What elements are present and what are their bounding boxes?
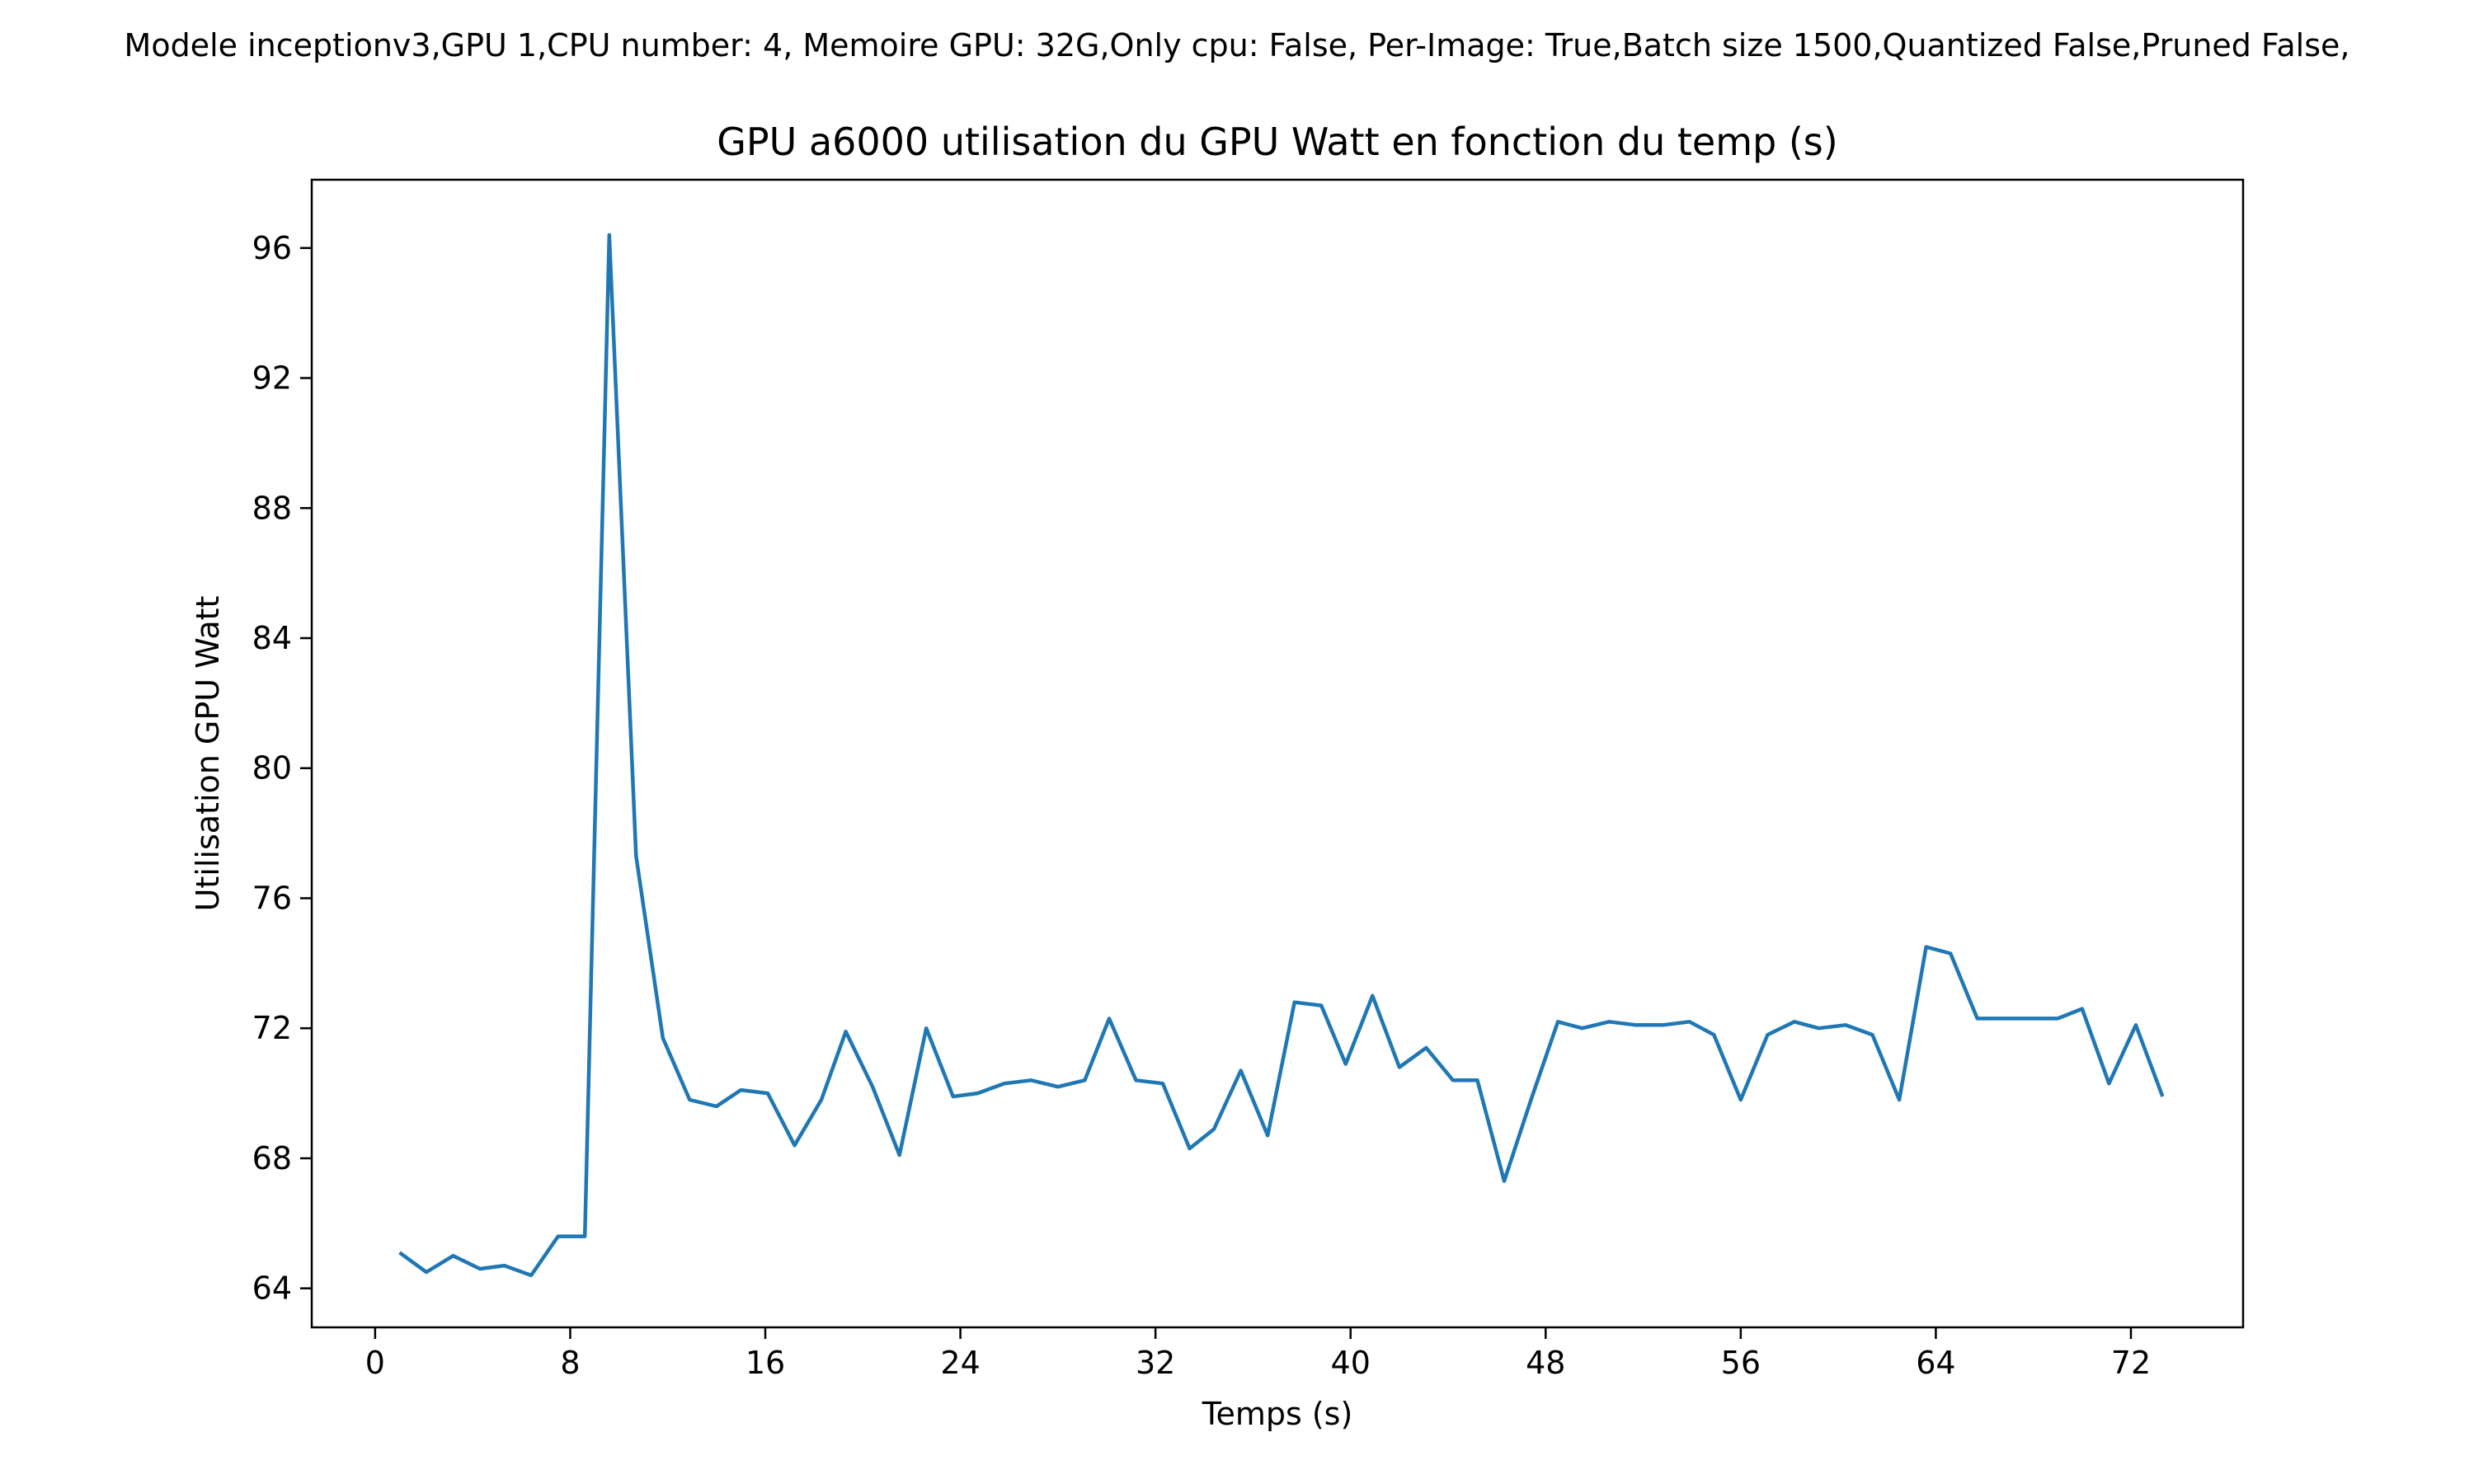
series-line (398, 232, 2165, 1278)
x-tick-label: 40 (1331, 1345, 1371, 1381)
x-tick-label: 8 (560, 1345, 580, 1381)
y-tick-label: 84 (252, 620, 292, 656)
y-axis: 64 68 72 76 80 84 88 92 96 (252, 230, 312, 1307)
y-axis-label: Utilisation GPU Watt (190, 596, 226, 912)
y-tick-label: 64 (252, 1270, 292, 1307)
y-tick-label: 80 (252, 750, 292, 787)
series-layer (398, 232, 2165, 1278)
y-tick-label: 76 (252, 880, 292, 916)
x-tick-label: 32 (1136, 1345, 1175, 1381)
y-tick-label: 92 (252, 360, 292, 397)
x-tick-label: 64 (1916, 1345, 1955, 1381)
x-tick-label: 0 (365, 1345, 385, 1381)
x-axis-label: Temps (s) (1202, 1396, 1353, 1432)
x-axis: 0 8 16 24 32 40 48 56 64 72 (365, 1327, 2151, 1381)
plot-area-frame (310, 178, 2245, 1329)
y-tick-label: 96 (252, 230, 292, 266)
figure-suptitle: Modele inceptionv3,GPU 1,CPU number: 4, … (125, 27, 2350, 63)
y-tick-label: 68 (252, 1140, 292, 1176)
x-tick-label: 16 (745, 1345, 785, 1381)
x-tick-label: 72 (2111, 1345, 2151, 1381)
x-tick-label: 24 (940, 1345, 980, 1381)
x-tick-label: 56 (1721, 1345, 1761, 1381)
x-tick-label: 48 (1526, 1345, 1565, 1381)
y-tick-label: 88 (252, 490, 292, 526)
chart-title: GPU a6000 utilisation du GPU Watt en fon… (717, 120, 1837, 164)
y-tick-label: 72 (252, 1010, 292, 1046)
